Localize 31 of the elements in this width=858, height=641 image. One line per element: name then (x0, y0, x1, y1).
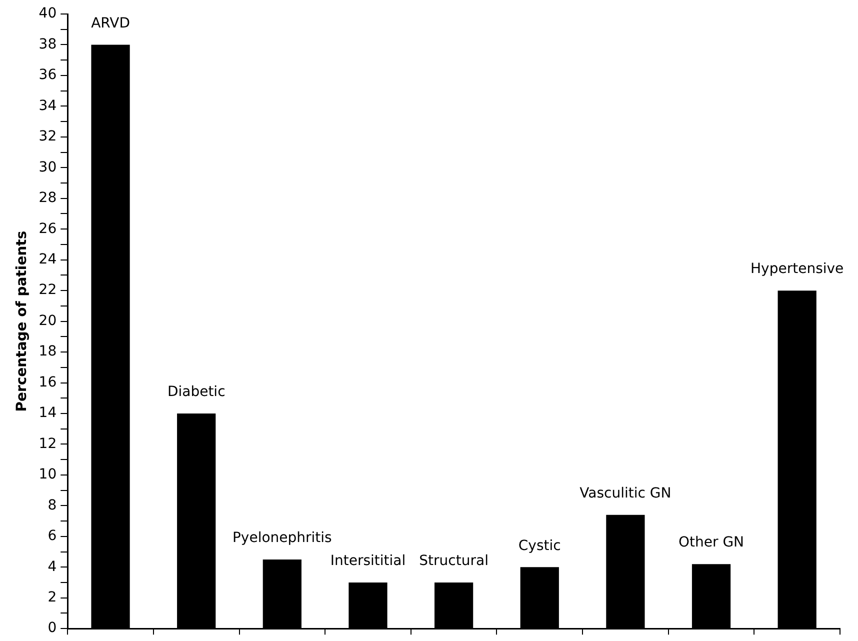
y-tick-label: 34 (38, 98, 57, 114)
x-tick-label: Other GN (678, 534, 744, 551)
y-tick-label: 22 (38, 282, 57, 298)
y-tick-label: 38 (38, 36, 57, 52)
y-tick-label: 8 (48, 497, 57, 514)
y-tick-label: 0 (48, 620, 57, 636)
y-tick-label: 36 (38, 67, 57, 84)
x-tick-label: Structural (419, 553, 488, 570)
x-tick-label: Diabetic (167, 384, 226, 400)
x-tick-label: Vasculitic GN (580, 486, 672, 502)
x-tick-label: ARVD (91, 15, 130, 32)
y-tick-label: 24 (38, 251, 57, 268)
y-tick-label: 20 (38, 312, 57, 329)
x-tick-label: Intersititial (330, 553, 406, 570)
y-tick-label: 28 (38, 190, 57, 206)
y-tick-label: 2 (48, 590, 57, 606)
y-tick-label: 4 (48, 558, 57, 575)
x-tick-label: Hypertensive (750, 261, 844, 278)
y-tick-label: 18 (38, 344, 57, 360)
y-tick-label: 40 (38, 6, 57, 22)
y-tick-label: 30 (38, 159, 57, 176)
y-tick-label: 32 (38, 128, 57, 145)
y-tick-label: 12 (38, 436, 57, 452)
x-tick-label: Cystic (518, 538, 561, 554)
y-tick-label: 10 (38, 466, 57, 483)
x-tick-label: Pyelonephritis (232, 530, 332, 546)
y-tick-label: 16 (38, 374, 57, 390)
y-axis-title: Percentage of patients (14, 230, 30, 412)
y-tick-label: 6 (48, 528, 57, 544)
y-tick-label: 14 (38, 405, 57, 422)
y-tick-label: 26 (38, 220, 57, 237)
